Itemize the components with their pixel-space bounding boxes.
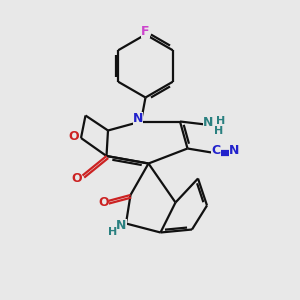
Text: F: F (141, 25, 150, 38)
Text: N: N (133, 112, 143, 125)
Text: N: N (116, 219, 127, 232)
Text: O: O (71, 172, 82, 185)
Text: N: N (229, 144, 239, 157)
Text: C: C (212, 144, 220, 157)
Text: O: O (98, 196, 109, 209)
Text: H: H (108, 226, 117, 237)
Text: O: O (68, 130, 79, 143)
Text: H: H (214, 126, 224, 136)
Text: N: N (203, 116, 214, 130)
Text: H: H (216, 116, 225, 127)
